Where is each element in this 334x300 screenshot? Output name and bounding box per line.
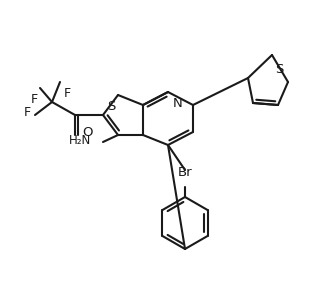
Text: S: S [275, 63, 283, 76]
Text: O: O [82, 125, 93, 139]
Text: F: F [31, 93, 38, 106]
Text: H₂N: H₂N [69, 134, 91, 146]
Text: N: N [173, 97, 183, 110]
Text: F: F [24, 106, 31, 118]
Text: Br: Br [178, 166, 192, 179]
Text: S: S [107, 100, 115, 113]
Text: F: F [64, 87, 71, 100]
